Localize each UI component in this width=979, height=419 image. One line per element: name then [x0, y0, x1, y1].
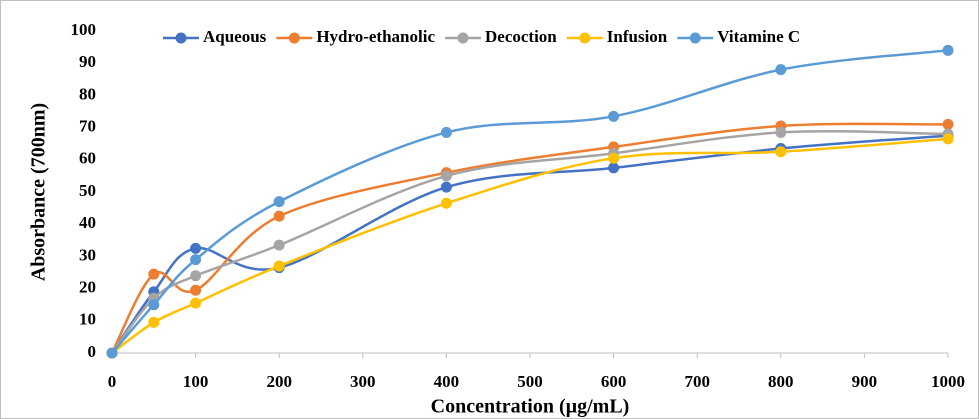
data-point	[190, 297, 202, 309]
x-tick-label: 600	[601, 372, 627, 391]
data-point	[190, 270, 202, 282]
x-tick-label: 700	[684, 372, 710, 391]
data-point	[190, 254, 202, 266]
data-point	[148, 268, 160, 280]
x-tick-label: 1000	[931, 372, 965, 391]
x-axis-title: Concentration (µg/mL)	[431, 396, 630, 418]
y-tick-label: 30	[79, 245, 96, 264]
data-point	[273, 210, 285, 222]
x-tick-label: 900	[852, 372, 878, 391]
y-tick-label: 70	[79, 117, 96, 136]
legend-marker	[288, 32, 300, 44]
data-point	[440, 197, 452, 209]
legend-label: Aqueous	[203, 27, 267, 46]
data-point	[148, 316, 160, 328]
legend-marker	[689, 32, 701, 44]
legend-label: Decoction	[485, 27, 557, 46]
data-point	[273, 196, 285, 208]
data-point	[273, 260, 285, 272]
data-point	[775, 146, 787, 158]
legend-marker	[457, 32, 469, 44]
data-point	[273, 239, 285, 251]
data-point	[775, 64, 787, 76]
y-tick-label: 90	[79, 52, 96, 71]
y-tick-label: 0	[88, 342, 97, 361]
x-tick-label: 0	[108, 372, 117, 391]
y-tick-label: 20	[79, 278, 96, 297]
data-point	[942, 133, 954, 145]
legend-label: Vitamine C	[717, 27, 800, 46]
x-tick-label: 500	[517, 372, 543, 391]
legend-marker	[175, 32, 187, 44]
y-tick-label: 50	[79, 181, 96, 200]
x-tick-label: 300	[350, 372, 376, 391]
data-point	[942, 44, 954, 56]
data-point	[440, 181, 452, 193]
y-tick-label: 60	[79, 149, 96, 168]
y-tick-label: 40	[79, 213, 96, 232]
data-point	[608, 110, 620, 122]
x-tick-label: 800	[768, 372, 794, 391]
legend-label: Infusion	[607, 27, 668, 46]
data-point	[190, 284, 202, 296]
legend-label: Hydro-ethanolic	[316, 27, 435, 46]
y-tick-label: 80	[79, 84, 96, 103]
data-point	[608, 152, 620, 164]
data-point	[608, 162, 620, 174]
data-point	[190, 242, 202, 254]
data-point	[440, 126, 452, 138]
y-axis-title: Absorbance (700nm)	[28, 103, 50, 281]
data-point	[148, 299, 160, 311]
y-tick-label: 10	[79, 310, 96, 329]
x-tick-label: 100	[183, 372, 209, 391]
data-point	[440, 170, 452, 182]
legend-marker	[579, 32, 591, 44]
x-tick-label: 200	[266, 372, 292, 391]
y-tick-label: 100	[71, 20, 97, 39]
data-point	[942, 118, 954, 130]
x-tick-label: 400	[434, 372, 460, 391]
data-point	[775, 126, 787, 138]
data-point	[106, 347, 118, 359]
